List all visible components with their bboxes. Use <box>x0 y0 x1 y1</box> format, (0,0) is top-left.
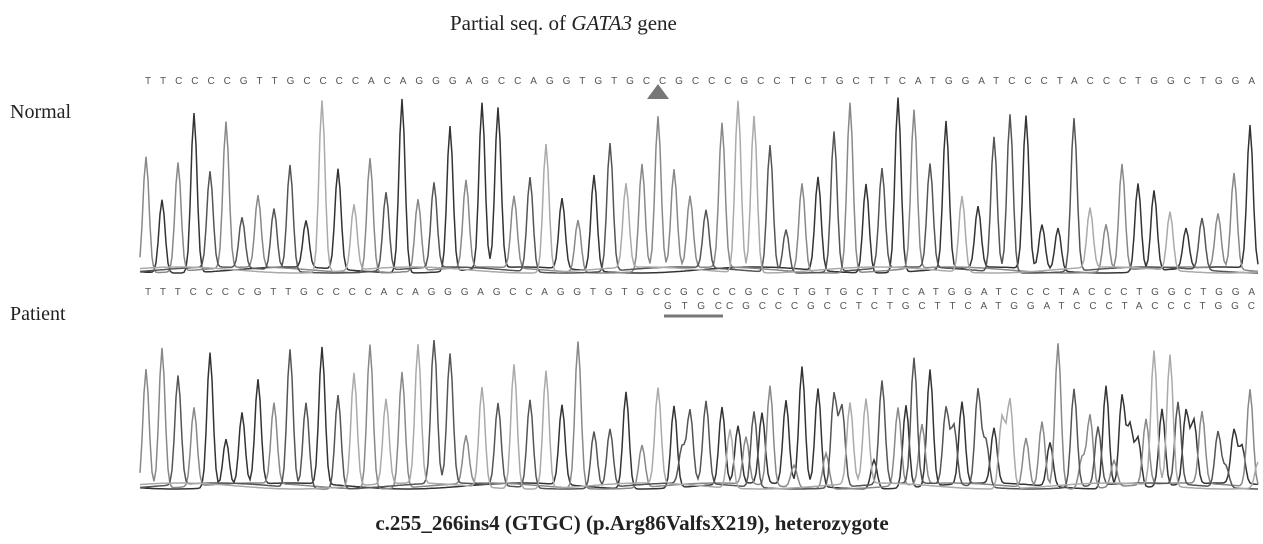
title-text: gene <box>637 11 677 35</box>
title-text: Partial seq. of <box>450 11 566 35</box>
sequence: TTTCCCCGTTGCCCCACAGGGAGCCAGGTGTGC <box>145 287 660 298</box>
figure-title: Partial seq. of GATA3 gene <box>450 11 677 35</box>
gene-name: GATA3 <box>571 11 632 35</box>
sequence: CGCCCGCCTCTGCTTCATGGATCCCTACCCTGGC <box>726 301 1255 312</box>
trace <box>140 103 1258 273</box>
sequence: TTCCCCGTTGCCCCACAGGGAGCCAGGTGTGCCGCCCGCC… <box>145 76 1255 87</box>
trace <box>140 114 1258 273</box>
trace <box>140 100 1258 273</box>
figure: Partial seq. of GATA3 gene Normal Patien… <box>0 0 1263 544</box>
panel-label: Patient <box>10 303 66 325</box>
trace <box>140 98 1258 273</box>
caption: c.255_266ins4 (GTGC) (p.Arg86ValfsX219),… <box>375 511 888 535</box>
inserted-sequence: GTGC <box>664 301 722 312</box>
panel-label: Normal <box>10 101 72 123</box>
sequence: CGCCCGCCTGTGCTTCATGGATCCCTACCCTGGCTGGA <box>664 287 1255 298</box>
